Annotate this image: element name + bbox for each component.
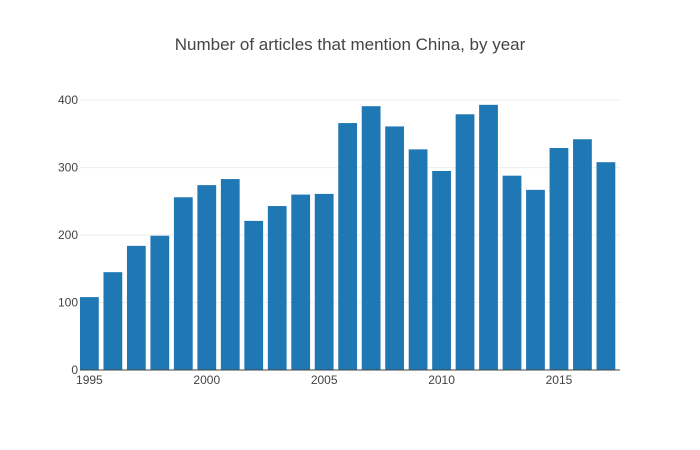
bar-1997[interactable]	[126, 245, 146, 370]
bar-2002[interactable]	[244, 220, 264, 370]
bar-2015[interactable]	[549, 148, 569, 370]
y-tick-label-200: 200	[58, 228, 78, 242]
bar-2001[interactable]	[220, 179, 240, 370]
bar-2006[interactable]	[338, 123, 358, 370]
y-tick-label-0: 0	[71, 363, 78, 377]
bar-2011[interactable]	[455, 114, 475, 370]
bar-2017[interactable]	[596, 162, 616, 370]
bar-2004[interactable]	[291, 194, 311, 370]
y-tick-label-300: 300	[58, 161, 78, 175]
bar-2012[interactable]	[479, 104, 498, 370]
y-tick-labels: 0 100 200 300 400	[58, 93, 78, 377]
bar-2007[interactable]	[361, 106, 381, 370]
x-tick-labels: 1995 2000 2005 2010 2015	[76, 373, 573, 387]
bar-2016[interactable]	[573, 139, 592, 370]
bar-2008[interactable]	[385, 126, 404, 371]
bar-2009[interactable]	[408, 149, 428, 370]
bar-1996[interactable]	[103, 272, 123, 370]
bar-1995[interactable]	[80, 297, 99, 370]
bar-2003[interactable]	[267, 206, 287, 370]
x-tick-label-1995: 1995	[76, 373, 103, 387]
bar-2005[interactable]	[314, 193, 334, 370]
bar-2013[interactable]	[502, 175, 522, 370]
chart-title: Number of articles that mention China, b…	[175, 35, 526, 54]
x-tick-label-2005: 2005	[311, 373, 338, 387]
x-tick-label-2010: 2010	[428, 373, 455, 387]
y-tick-label-100: 100	[58, 296, 78, 310]
bars	[80, 104, 616, 371]
bar-1998[interactable]	[150, 235, 170, 370]
bar-2000[interactable]	[197, 185, 217, 370]
y-tick-label-400: 400	[58, 93, 78, 107]
x-tick-label-2015: 2015	[546, 373, 573, 387]
bar-2014[interactable]	[526, 189, 545, 370]
bar-2010[interactable]	[432, 170, 451, 370]
x-tick-label-2000: 2000	[193, 373, 220, 387]
bar-1999[interactable]	[173, 197, 193, 370]
